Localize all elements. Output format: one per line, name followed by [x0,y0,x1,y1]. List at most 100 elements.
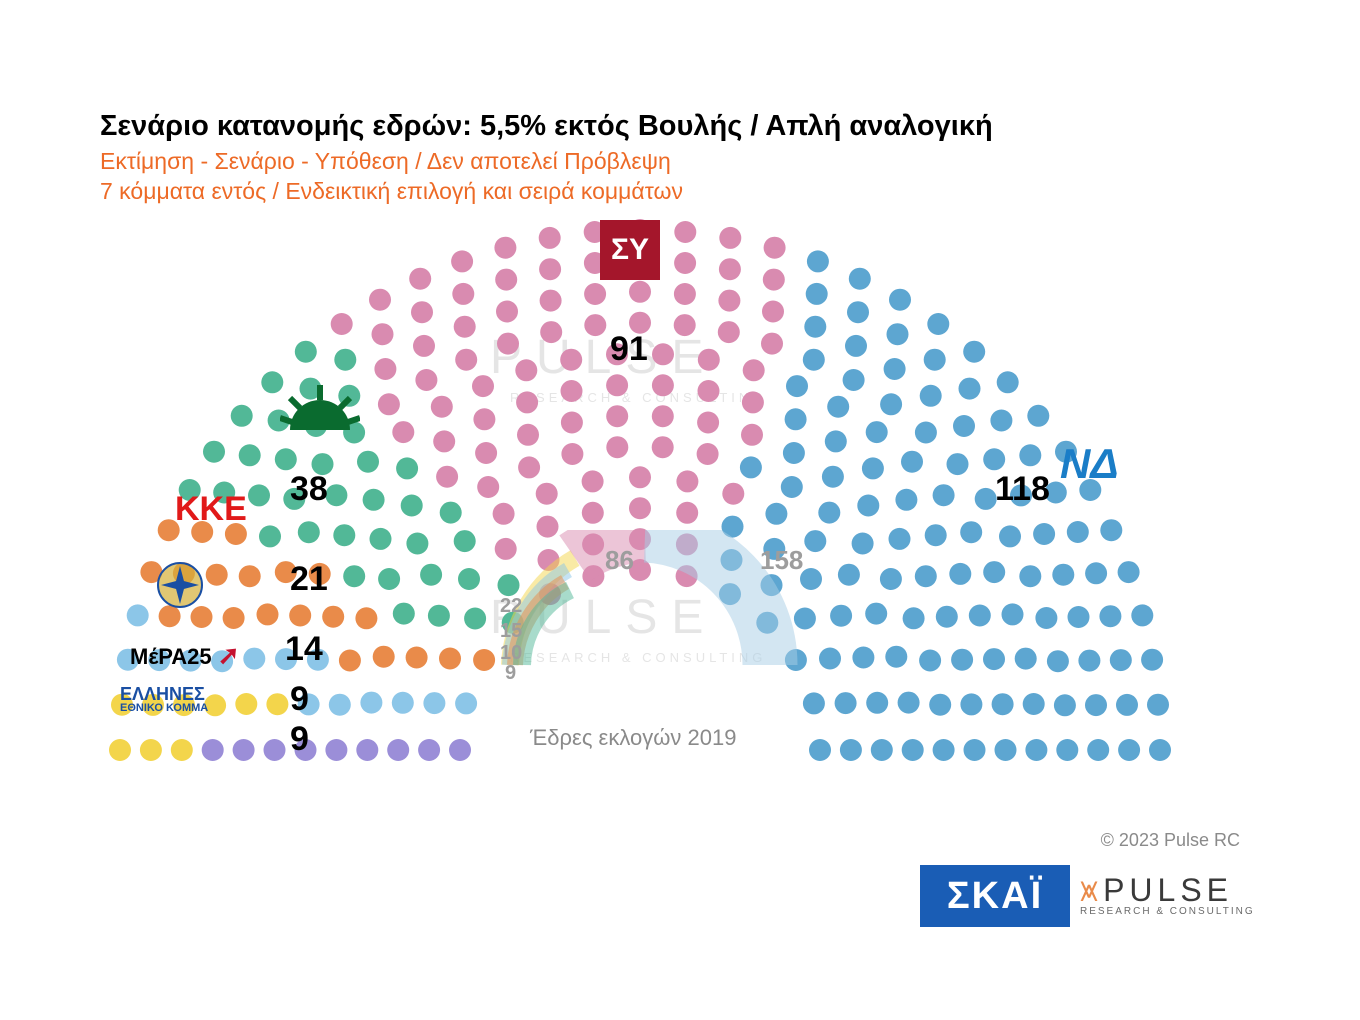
seat-dot [497,333,519,355]
seat-dot [257,603,279,625]
seat-dot [606,436,628,458]
seat-dot [1056,739,1078,761]
seat-dot [852,533,874,555]
el-lysi-logo [155,560,205,610]
seat-dot [392,421,414,443]
seat-dot [539,227,561,249]
seat-dot [809,739,831,761]
chart-subtitle-1: Εκτίμηση - Σενάριο - Υπόθεση / Δεν αποτε… [100,148,671,175]
seat-dot [718,321,740,343]
skai-badge: ΣΚΑΪ [920,865,1070,927]
seat-dot [889,289,911,311]
seat-dot [895,489,917,511]
seat-dot [140,739,162,761]
seat-dot [418,739,440,761]
seat-dot [428,605,450,627]
seat-dot [295,341,317,363]
seat-dot [983,561,1005,583]
seat-dot [1118,739,1140,761]
seat-dot [838,564,860,586]
seat-dot [357,451,379,473]
seat-dot [1019,565,1041,587]
seat-dot [339,650,361,672]
seat-dot [652,405,674,427]
seat-dot [606,405,628,427]
seat-dot [953,415,975,437]
seat-dot [629,497,651,519]
seat-dot [334,349,356,371]
seat-dot [1027,405,1049,427]
seat-dot [582,470,604,492]
seat-dot [203,441,225,463]
ellines-logo: ΕΛΛΗΝΕΣ ΕΘΝΙΚΟ ΚΟΜΜΑ [120,685,208,714]
seat-dot [903,607,925,629]
seat-dot [997,371,1019,393]
seat-dot [927,313,949,335]
seat-dot [1002,603,1024,625]
seat-dot [322,606,344,628]
seat-dot [406,533,428,555]
seat-dot [1116,694,1138,716]
seat-dot [718,290,740,312]
mera25-logo: ΜέΡΑ25 ➚ [130,640,240,671]
seat-dot [439,648,461,670]
seat-dot [674,314,696,336]
seat-count-syriza: 91 [610,330,648,369]
seat-dot [999,525,1021,547]
seat-dot [420,564,442,586]
seat-dot [843,369,865,391]
seat-dot [473,408,495,430]
seat-dot [925,524,947,546]
seat-dot [629,466,651,488]
seat-dot [413,335,435,357]
seat-dot [915,422,937,444]
seat-dot [857,495,879,517]
seat-dot [1099,605,1121,627]
seat-dot [289,605,311,627]
seat-dot [674,221,696,243]
seat-dot [606,374,628,396]
seat-dot [127,604,149,626]
seat-dot [835,692,857,714]
seat-dot [990,410,1012,432]
seat-dot [652,436,674,458]
seat-dot [561,443,583,465]
seat-dot [378,568,400,590]
seat-dot [325,484,347,506]
seat-dot [1078,650,1100,672]
seat-dot [676,470,698,492]
seat-dot [355,607,377,629]
seat-dot [924,349,946,371]
seat-dot [871,739,893,761]
seat-dot [887,323,909,345]
seat-dot [493,503,515,525]
seat-dot [1054,694,1076,716]
seat-dot [369,289,391,311]
seat-dot [762,301,784,323]
seat-count-kke: 21 [290,560,328,599]
seat-dot [202,739,224,761]
seat-dot [915,565,937,587]
seat-dot [830,605,852,627]
seat-dot [741,424,763,446]
seat-dot [674,252,696,274]
seat-dot [676,502,698,524]
seat-dot [983,448,1005,470]
chart-subtitle-2: 7 κόμματα εντός / Ενδεικτική επιλογή και… [100,178,683,205]
inner-val-9: 9 [505,662,516,685]
seat-dot [515,359,537,381]
seat-count-nd: 118 [995,470,1050,509]
seat-dot [1085,694,1107,716]
seat-dot [1067,521,1089,543]
seat-dot [496,301,518,323]
seat-dot [171,739,193,761]
seat-dot [373,646,395,668]
seat-dot [494,237,516,259]
kke-logo: ΚΚΕ [175,490,247,529]
seat-dot [933,484,955,506]
inner-val-158: 158 [760,545,803,576]
seat-dot [266,693,288,715]
seat-dot [1131,604,1153,626]
seat-dot [401,495,423,517]
seat-dot [719,258,741,280]
